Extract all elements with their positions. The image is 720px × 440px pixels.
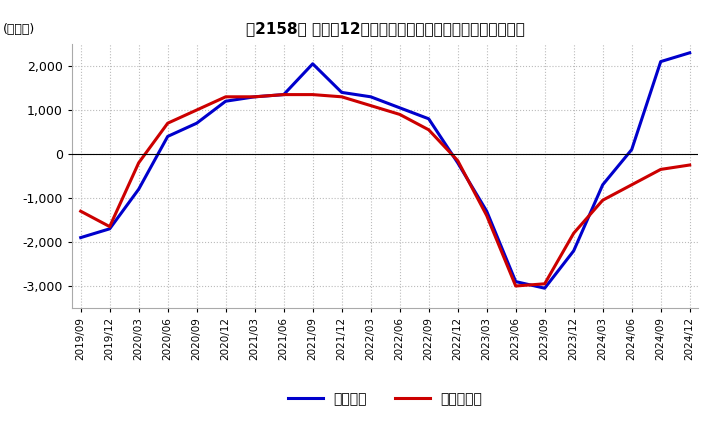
Title: ［2158］ 利益だ12か月移動合計の対前年同期増減額の推移: ［2158］ 利益だ12か月移動合計の対前年同期増減額の推移 <box>246 21 525 36</box>
経常利益 <box>570 248 578 253</box>
当期純利益 <box>424 127 433 132</box>
経常利益 <box>511 279 520 284</box>
経常利益 <box>598 182 607 187</box>
当期純利益 <box>366 103 375 108</box>
経常利益 <box>657 59 665 64</box>
当期純利益 <box>482 213 491 218</box>
経常利益 <box>338 90 346 95</box>
経常利益 <box>482 209 491 214</box>
当期純利益 <box>192 107 201 113</box>
Line: 経常利益: 経常利益 <box>81 53 690 288</box>
当期純利益 <box>598 198 607 203</box>
当期純利益 <box>627 182 636 187</box>
経常利益 <box>454 160 462 165</box>
当期純利益 <box>221 94 230 99</box>
Legend: 経常利益, 当期純利益: 経常利益, 当期純利益 <box>282 387 488 412</box>
当期純利益 <box>454 158 462 163</box>
経常利益 <box>627 147 636 152</box>
経常利益 <box>221 99 230 104</box>
当期純利益 <box>279 92 288 97</box>
経常利益 <box>279 92 288 97</box>
経常利益 <box>135 187 143 192</box>
経常利益 <box>251 94 259 99</box>
当期純利益 <box>105 224 114 229</box>
当期純利益 <box>685 162 694 168</box>
経常利益 <box>424 116 433 121</box>
経常利益 <box>192 121 201 126</box>
当期純利益 <box>76 209 85 214</box>
Y-axis label: (百万円): (百万円) <box>3 23 35 36</box>
経常利益 <box>395 105 404 110</box>
経常利益 <box>541 286 549 291</box>
当期純利益 <box>338 94 346 99</box>
当期純利益 <box>135 160 143 165</box>
経常利益 <box>366 94 375 99</box>
Line: 当期純利益: 当期純利益 <box>81 95 690 286</box>
当期純利益 <box>570 231 578 236</box>
経常利益 <box>685 50 694 55</box>
経常利益 <box>308 61 317 66</box>
当期純利益 <box>395 112 404 117</box>
当期純利益 <box>657 167 665 172</box>
経常利益 <box>163 134 172 139</box>
当期純利益 <box>308 92 317 97</box>
当期純利益 <box>163 121 172 126</box>
当期純利益 <box>251 94 259 99</box>
経常利益 <box>76 235 85 240</box>
当期純利益 <box>511 283 520 289</box>
当期純利益 <box>541 281 549 286</box>
経常利益 <box>105 226 114 231</box>
